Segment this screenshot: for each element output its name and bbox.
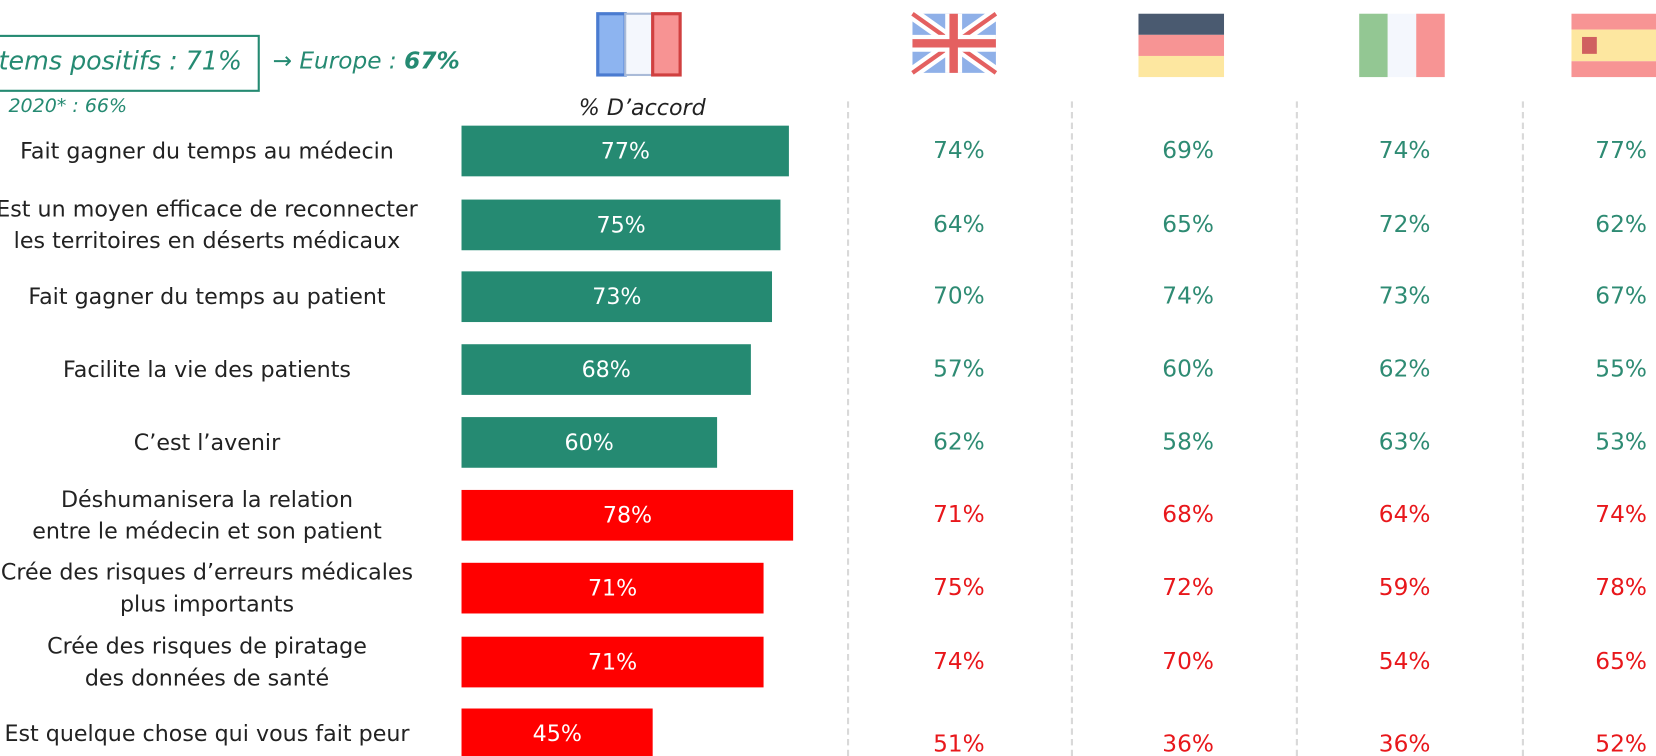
country-value: 64% bbox=[933, 211, 985, 239]
bar: 60% bbox=[461, 417, 717, 468]
country-value: 69% bbox=[1162, 137, 1214, 165]
category-label: Crée des risques de piratage des données… bbox=[47, 633, 367, 691]
summary: items positifs : 71% bbox=[0, 46, 243, 77]
country-value: 64% bbox=[1378, 502, 1431, 529]
country-value: 75% bbox=[933, 574, 985, 602]
country-value: 62% bbox=[933, 429, 985, 456]
country-value: 74% bbox=[933, 648, 985, 676]
category-label: Crée des risques d’erreurs médicales plu… bbox=[0, 559, 414, 617]
country-value: 74% bbox=[1378, 137, 1431, 165]
category-label: C’est l’avenir bbox=[133, 429, 281, 456]
bar: 68% bbox=[461, 344, 751, 395]
category-label: Est un moyen efficace de reconnecter les… bbox=[0, 196, 418, 254]
country-value: 65% bbox=[1162, 211, 1214, 239]
country-value: 74% bbox=[933, 137, 985, 165]
country-value: 67% bbox=[1595, 283, 1647, 310]
country-value: 60% bbox=[1162, 356, 1214, 383]
summary-box bbox=[0, 34, 260, 92]
value-label: 71% bbox=[587, 649, 638, 675]
value-label: 77% bbox=[600, 138, 651, 164]
bar: 45% bbox=[461, 708, 654, 756]
bar: 75% bbox=[461, 199, 781, 251]
separator bbox=[1070, 101, 1073, 756]
value-label: 45% bbox=[532, 721, 582, 747]
bar: 73% bbox=[461, 271, 773, 323]
flag-de bbox=[1138, 13, 1225, 78]
country-value: 36% bbox=[1162, 731, 1214, 756]
bar: 71% bbox=[461, 562, 764, 614]
bar: 78% bbox=[461, 489, 794, 541]
note: 2020* : 66% bbox=[8, 95, 128, 118]
country-value: 71% bbox=[933, 502, 985, 529]
country-value: 72% bbox=[1162, 574, 1214, 602]
value-label: 60% bbox=[564, 429, 614, 456]
country-value: 62% bbox=[1378, 356, 1431, 383]
country-value: 70% bbox=[1162, 648, 1214, 676]
country-value: 51% bbox=[933, 731, 985, 756]
flags bbox=[596, 8, 1656, 79]
bar: 77% bbox=[461, 125, 790, 177]
separator bbox=[1521, 101, 1524, 756]
country-value: 54% bbox=[1378, 648, 1431, 676]
country-value: 62% bbox=[1595, 211, 1647, 239]
europe: → Europe : 67% bbox=[272, 49, 459, 75]
flag-fr bbox=[596, 12, 682, 77]
country-value: 59% bbox=[1378, 574, 1431, 602]
value-label: 75% bbox=[596, 212, 646, 238]
country-value: 78% bbox=[1595, 574, 1647, 602]
category-label: Est quelque chose qui vous fait peur bbox=[4, 721, 410, 747]
country-value: 77% bbox=[1595, 137, 1647, 165]
bar: 71% bbox=[461, 636, 764, 688]
value-label: 73% bbox=[592, 284, 642, 310]
value-label: 78% bbox=[602, 502, 653, 528]
country-value: 36% bbox=[1378, 731, 1431, 756]
europe-label: → Europe : bbox=[272, 48, 405, 75]
country-value: 63% bbox=[1378, 429, 1431, 456]
value-label: 71% bbox=[587, 575, 638, 601]
europe-value: 67% bbox=[404, 48, 460, 75]
category-label: Fait gagner du temps au patient bbox=[28, 284, 386, 310]
flag-uk bbox=[908, 8, 1000, 79]
value-label: 68% bbox=[581, 356, 631, 383]
country-value: 73% bbox=[1378, 283, 1431, 310]
category-label: Facilite la vie des patients bbox=[63, 356, 351, 383]
category-label: Fait gagner du temps au médecin bbox=[20, 138, 394, 164]
country-value: 72% bbox=[1378, 211, 1431, 239]
country-value: 57% bbox=[933, 356, 985, 383]
country-value: 55% bbox=[1595, 356, 1647, 383]
axis-label: % D’accord bbox=[578, 95, 706, 121]
category-label: Déshumanisera la relation entre le médec… bbox=[32, 486, 382, 544]
country-value: 53% bbox=[1595, 429, 1647, 456]
country-value: 52% bbox=[1595, 731, 1647, 756]
separator bbox=[1295, 101, 1298, 756]
country-value: 74% bbox=[1162, 283, 1214, 310]
country-value: 70% bbox=[933, 283, 985, 310]
flag-es bbox=[1571, 13, 1656, 78]
country-value: 65% bbox=[1595, 648, 1647, 676]
separator bbox=[846, 101, 850, 756]
country-value: 58% bbox=[1162, 429, 1214, 456]
country-value: 68% bbox=[1162, 502, 1214, 529]
country-value: 74% bbox=[1595, 502, 1647, 529]
flag-it bbox=[1359, 13, 1445, 78]
